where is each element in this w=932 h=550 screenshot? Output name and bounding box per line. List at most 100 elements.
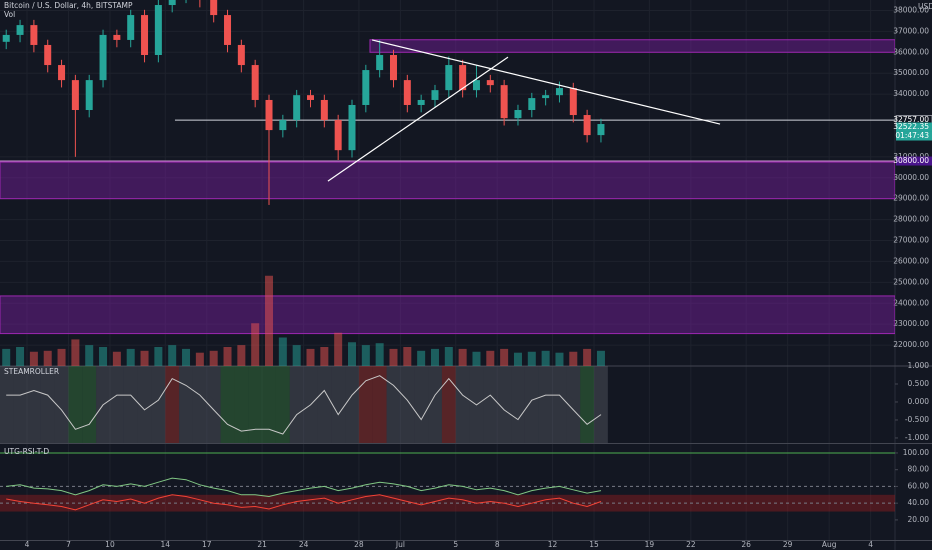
volume-bar — [555, 352, 564, 366]
volume-bar — [168, 345, 177, 366]
y-tick-label: 27000.00 — [893, 236, 929, 245]
state-column — [345, 366, 359, 443]
candle-body — [389, 55, 397, 81]
state-column — [275, 366, 290, 443]
countdown-tag — [896, 131, 932, 141]
volume-bar — [320, 347, 329, 366]
y-tick-label: 0.500 — [908, 379, 930, 388]
state-column — [386, 366, 401, 443]
y-tick-label: 37000.00 — [893, 26, 929, 35]
candle-body — [154, 5, 162, 56]
volume-bar — [292, 345, 301, 366]
candle-body — [168, 0, 176, 6]
state-column — [0, 366, 14, 443]
candle-body — [528, 98, 536, 111]
y-tick-label: 38000.00 — [893, 5, 929, 14]
y-tick-label: 31000.00 — [893, 152, 929, 161]
candle-body — [348, 104, 356, 151]
volume-bar — [486, 350, 495, 366]
candle-body — [583, 115, 591, 136]
candle-body — [445, 65, 453, 91]
x-tick-label: 26 — [741, 540, 751, 549]
y-tick-label: 24000.00 — [893, 298, 929, 307]
volume-bar — [444, 347, 453, 366]
state-column — [400, 366, 415, 443]
state-column — [594, 366, 608, 443]
y-tick-label: 40.00 — [908, 498, 930, 507]
state-column — [165, 366, 180, 443]
volume-bar — [583, 348, 592, 366]
state-column — [123, 366, 138, 443]
state-column — [428, 366, 442, 443]
candle-body — [459, 65, 467, 91]
volume-bar — [596, 350, 605, 366]
y-tick-label: 23000.00 — [893, 319, 929, 328]
volume-bar — [237, 345, 246, 366]
candle-body — [44, 44, 52, 66]
volume-bar — [57, 348, 66, 366]
y-tick-label: 0.000 — [908, 397, 930, 406]
state-column — [524, 366, 539, 443]
y-tick-label: -0.500 — [905, 415, 929, 424]
candle-body — [279, 120, 287, 131]
candle-body — [127, 15, 135, 40]
candle-body — [237, 44, 245, 66]
volume-bar — [29, 351, 38, 366]
state-column — [40, 366, 55, 443]
indicator-line — [6, 477, 602, 498]
candle-body — [514, 110, 522, 119]
candle-body — [16, 25, 24, 35]
volume-bar — [43, 350, 52, 366]
pane — [0, 366, 608, 443]
price-tag-label: 32522.35 — [893, 122, 929, 131]
volume-bar — [278, 337, 287, 366]
candle-body — [376, 55, 384, 71]
x-tick-label: 19 — [645, 540, 655, 549]
candle-body — [141, 15, 149, 56]
candle-body — [555, 88, 563, 96]
y-tick-label: 34000.00 — [893, 89, 929, 98]
y-tick-label: 36000.00 — [893, 47, 929, 56]
candle-body — [30, 25, 38, 45]
x-tick-label: 22 — [686, 540, 696, 549]
state-column — [455, 366, 470, 443]
state-column — [552, 366, 567, 443]
pane — [0, 452, 895, 512]
x-tick-label: 17 — [202, 540, 212, 549]
volume-bar — [209, 350, 218, 366]
price-tag — [896, 122, 932, 132]
state-column — [372, 366, 387, 443]
zone — [0, 295, 895, 335]
y-tick-label: 30000.00 — [893, 173, 929, 182]
volume-bar — [195, 352, 204, 366]
candle-body — [210, 0, 218, 16]
currency-label: USD — [918, 2, 932, 11]
y-tick-label: 26000.00 — [893, 256, 929, 265]
volume-bar — [99, 347, 108, 366]
y-tick-label: 29000.00 — [893, 194, 929, 203]
state-column — [234, 366, 249, 443]
candle-body — [113, 34, 121, 40]
pane — [0, 0, 895, 366]
state-column — [54, 366, 69, 443]
y-tick-label: 60.00 — [908, 481, 930, 490]
volume-bar — [112, 351, 121, 366]
y-tick-label: 80.00 — [908, 465, 930, 474]
volume-bar — [223, 347, 232, 366]
volume-bar — [140, 350, 149, 366]
state-column — [13, 366, 27, 443]
x-tick-label: 24 — [299, 540, 309, 549]
state-column — [497, 366, 512, 443]
y-tick-label: 28000.00 — [893, 215, 929, 224]
state-column — [179, 366, 193, 443]
volume-bar — [251, 323, 260, 366]
y-tick-label: -1.000 — [905, 433, 929, 442]
price-tag-label: 32757.00 — [893, 115, 929, 124]
volume-label: Vol — [4, 10, 15, 19]
price-tag-label: 30800.00 — [893, 156, 929, 165]
zone — [369, 39, 895, 53]
volume-bar — [403, 347, 412, 366]
x-tick-label: 15 — [589, 540, 599, 549]
candle-body — [542, 95, 550, 99]
